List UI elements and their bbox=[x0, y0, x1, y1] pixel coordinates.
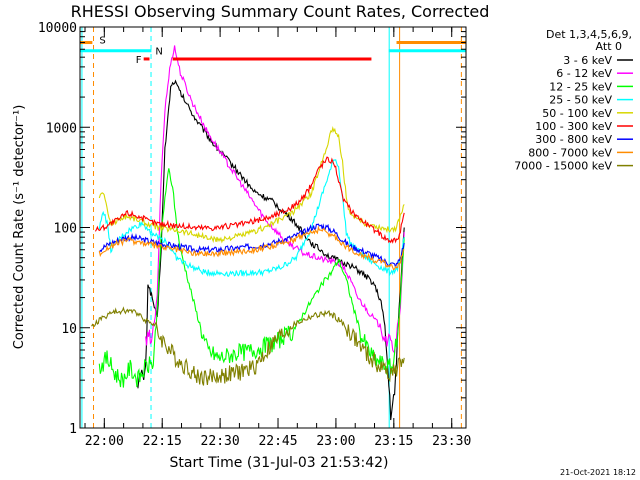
y-tick-label: 10 bbox=[61, 322, 77, 337]
series-line-100-300-kev bbox=[94, 156, 405, 244]
legend-label-25-50-kev: 25 - 50 keV bbox=[549, 94, 612, 107]
legend-label-50-100-kev: 50 - 100 keV bbox=[542, 107, 612, 120]
legend-label-6-12-kev: 6 - 12 keV bbox=[556, 67, 612, 80]
legend-header-line-1: Det 1,3,4,5,6,9, bbox=[546, 28, 632, 41]
series-line-800-7000-kev bbox=[98, 225, 405, 271]
x-tick-label: 22:15 bbox=[143, 434, 182, 449]
x-tick-label: 23:00 bbox=[316, 434, 355, 449]
legend-label-800-7000-kev: 800 - 7000 keV bbox=[528, 146, 612, 159]
x-axis-label: Start Time (31-Jul-03 21:53:42) bbox=[169, 455, 388, 471]
series-line-3-6-kev bbox=[137, 79, 405, 421]
y-tick-label: 100 bbox=[54, 222, 77, 237]
series-line-12-25-kev bbox=[98, 168, 405, 388]
y-axis: 1 10 100 1000 10000 bbox=[38, 21, 466, 437]
legend-label-100-300-kev: 100 - 300 keV bbox=[535, 120, 612, 133]
x-axis: 22:00 22:15 22:30 22:45 23:00 23:15 23:30 bbox=[84, 27, 471, 449]
flag-label-n: N bbox=[155, 47, 162, 58]
legend-label-300-800-kev: 300 - 800 keV bbox=[535, 133, 612, 146]
legend-label-12-25-kev: 12 - 25 keV bbox=[549, 80, 612, 93]
flag-label-s: S bbox=[99, 36, 105, 47]
x-tick-label: 23:30 bbox=[432, 434, 471, 449]
flag-label-f: F bbox=[136, 55, 142, 66]
chart-title: RHESSI Observing Summary Count Rates, Co… bbox=[71, 2, 490, 21]
legend-label-3-6-kev: 3 - 6 keV bbox=[563, 54, 612, 67]
x-tick-label: 23:15 bbox=[374, 434, 413, 449]
flag-bars-layer: S N F bbox=[80, 36, 466, 66]
generated-timestamp: 21-Oct-2021 18:12 bbox=[560, 468, 636, 477]
legend-label-7000-15000-kev: 7000 - 15000 keV bbox=[514, 160, 612, 173]
series-line-50-100-kev bbox=[98, 126, 405, 244]
legend-header-line-2: Att 0 bbox=[596, 40, 622, 53]
y-tick-label: 1 bbox=[69, 422, 77, 437]
y-tick-label: 10000 bbox=[38, 21, 77, 36]
y-axis-label: Corrected Count Rate (s⁻¹ detector⁻¹) bbox=[12, 105, 27, 350]
y-tick-label: 1000 bbox=[46, 121, 77, 136]
x-tick-label: 22:00 bbox=[85, 434, 124, 449]
series-line-7000-15000-kev bbox=[91, 306, 405, 386]
series-line-6-12-kev bbox=[145, 45, 405, 355]
series-line-25-50-kev bbox=[98, 159, 405, 278]
x-tick-label: 22:45 bbox=[258, 434, 297, 449]
x-tick-label: 22:30 bbox=[201, 434, 240, 449]
series-layer bbox=[91, 45, 405, 421]
